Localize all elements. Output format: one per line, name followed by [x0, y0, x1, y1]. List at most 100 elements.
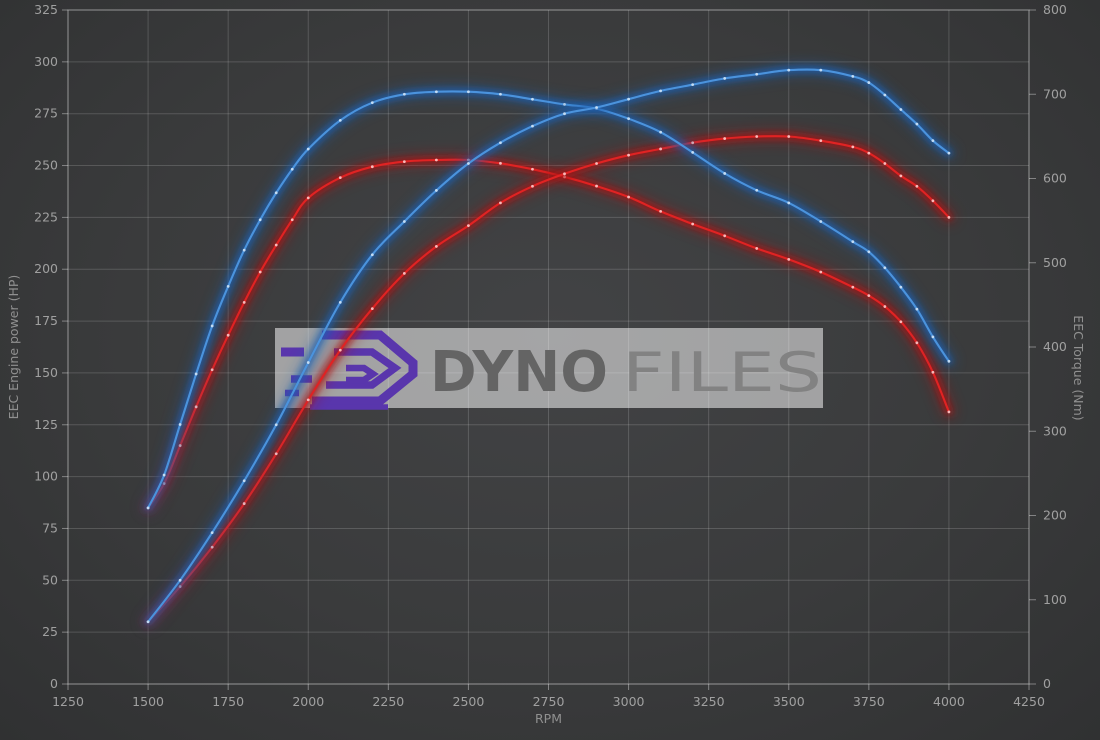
y-right-axis-title: EEC Torque (Nm) [1071, 315, 1086, 420]
red-torque-curve-data-point [194, 405, 198, 409]
y-left-tick-label: 75 [42, 520, 58, 535]
blue-torque-curve-data-point [819, 220, 823, 223]
red-torque-curve-data-point [851, 285, 855, 289]
blue-torque-curve-data-point [258, 218, 262, 222]
blue-power-curve-data-point [723, 77, 727, 80]
red-torque-curve-data-point [531, 167, 534, 171]
y-right-tick-label: 300 [1043, 423, 1067, 438]
red-power-curve-data-point [467, 224, 470, 228]
blue-torque-curve-data-point [306, 147, 310, 151]
red-power-curve-data-point [563, 172, 566, 176]
blue-torque-curve-data-point [531, 97, 534, 101]
blue-torque-curve-data-point [290, 167, 294, 171]
blue-torque-curve-data-point [691, 150, 695, 154]
x-tick-label: 4250 [1013, 694, 1045, 709]
red-torque-curve-data-point [755, 247, 759, 250]
blue-power-curve-data-point [178, 578, 182, 582]
red-torque-curve-data-point [226, 333, 230, 337]
y-left-tick-label: 25 [42, 624, 58, 639]
red-power-curve-data-point [370, 307, 374, 311]
x-tick-label: 1500 [132, 694, 164, 709]
logo-stroke [346, 364, 379, 384]
red-torque-curve-line [147, 158, 950, 509]
y-left-tick-label: 100 [34, 469, 58, 484]
plot-border [67, 9, 1030, 685]
axis-labels: 1250 1500 1750 2000 2250 2500 2750 3000 3250 3500… [6, 2, 1086, 726]
red-torque-curve-data-point [434, 158, 438, 162]
blue-power-curve-data-point [467, 162, 470, 165]
blue-torque-curve-data-point [899, 285, 903, 289]
red-torque-curve-data-point [947, 410, 951, 414]
y-right-tick-label: 200 [1043, 508, 1067, 523]
red-torque-curve-data-point [659, 209, 663, 213]
blue-power-curve-data-point [338, 301, 342, 304]
watermark-text-bold: DYNO [430, 340, 608, 405]
blue-power-curve-data-point [915, 122, 919, 126]
y-right-tick-label: 400 [1043, 339, 1067, 354]
blue-torque-curve-data-point [242, 248, 246, 252]
logo-stroke [312, 330, 418, 406]
red-power-curve-data-point [338, 348, 342, 352]
red-power-curve-data-point [915, 184, 919, 188]
x-tick-label: 1750 [212, 694, 244, 709]
blue-power-curve-data-point [947, 151, 951, 155]
blue-power-curve-data-point [691, 83, 695, 87]
blue-power-curve-data-point [867, 81, 871, 84]
y-left-tick-label: 275 [34, 106, 58, 121]
blue-torque-curve-data-point [883, 266, 887, 270]
blue-power-curve-data-point [883, 93, 887, 97]
y-right-tick-label: 0 [1043, 676, 1051, 691]
blue-torque-curve-data-point [627, 117, 630, 121]
red-power-curve-data-point [274, 452, 278, 456]
red-power-curve-data-point [659, 147, 663, 151]
red-torque-curve-data-point [883, 305, 887, 308]
red-torque-curve-data-point [627, 195, 630, 199]
x-tick-label: 2500 [453, 694, 485, 709]
x-tick-label: 2750 [533, 694, 565, 709]
red-power-curve-data-point [402, 271, 406, 275]
x-tick-label: 3500 [773, 694, 805, 709]
blue-torque-curve-line [147, 90, 950, 509]
red-torque-curve-data-point [867, 294, 871, 298]
y-right-tick-label: 800 [1043, 2, 1067, 17]
blue-torque-curve-data-point [755, 188, 759, 192]
blue-power-curve-data-point [595, 106, 598, 109]
blue-power-curve-data-point [274, 423, 278, 427]
red-power-curve-data-point [931, 199, 935, 203]
red-power-curve-data-point [531, 184, 534, 188]
red-power-curve-data-point [867, 151, 871, 155]
y-left-tick-label: 0 [50, 676, 58, 691]
red-torque-curve-data-point [595, 184, 598, 188]
red-power-curve-data-point [899, 174, 903, 178]
blue-torque-curve-data-point [947, 359, 951, 363]
red-torque-curve [141, 153, 956, 515]
blue-torque-curve-data-point [226, 284, 230, 288]
blue-torque-curve-data-point [787, 201, 791, 205]
x-tick-label: 4000 [933, 694, 965, 709]
y-right-tick-label: 500 [1043, 255, 1067, 270]
y-right-tick-label: 700 [1043, 86, 1067, 101]
curves [141, 63, 956, 629]
x-tick-label: 3000 [613, 694, 645, 709]
y-left-tick-label: 200 [34, 261, 58, 276]
y-left-tick-label: 150 [34, 365, 58, 380]
blue-torque-curve-data-point [467, 90, 470, 94]
red-power-curve-data-point [434, 245, 438, 248]
red-power-curve-data-point [627, 153, 630, 157]
y-left-tick-label: 325 [34, 2, 58, 17]
blue-power-curve-data-point [499, 141, 502, 145]
red-torque-curve-data-point [402, 160, 406, 164]
red-torque-curve-data-point [499, 161, 502, 165]
red-power-curve-data-point [883, 162, 887, 165]
blue-torque-curve-data-point [210, 324, 214, 328]
red-torque-curve-data-point [210, 368, 214, 372]
blue-power-curve-data-point [627, 97, 630, 101]
red-power-curve-data-point [210, 545, 214, 549]
red-power-curve-data-point [242, 502, 246, 505]
blue-power-curve-line [147, 68, 950, 623]
blue-torque-curve-data-point [723, 172, 727, 175]
watermark-text-light: FILES [622, 341, 822, 404]
y-left-tick-label: 250 [34, 158, 58, 173]
